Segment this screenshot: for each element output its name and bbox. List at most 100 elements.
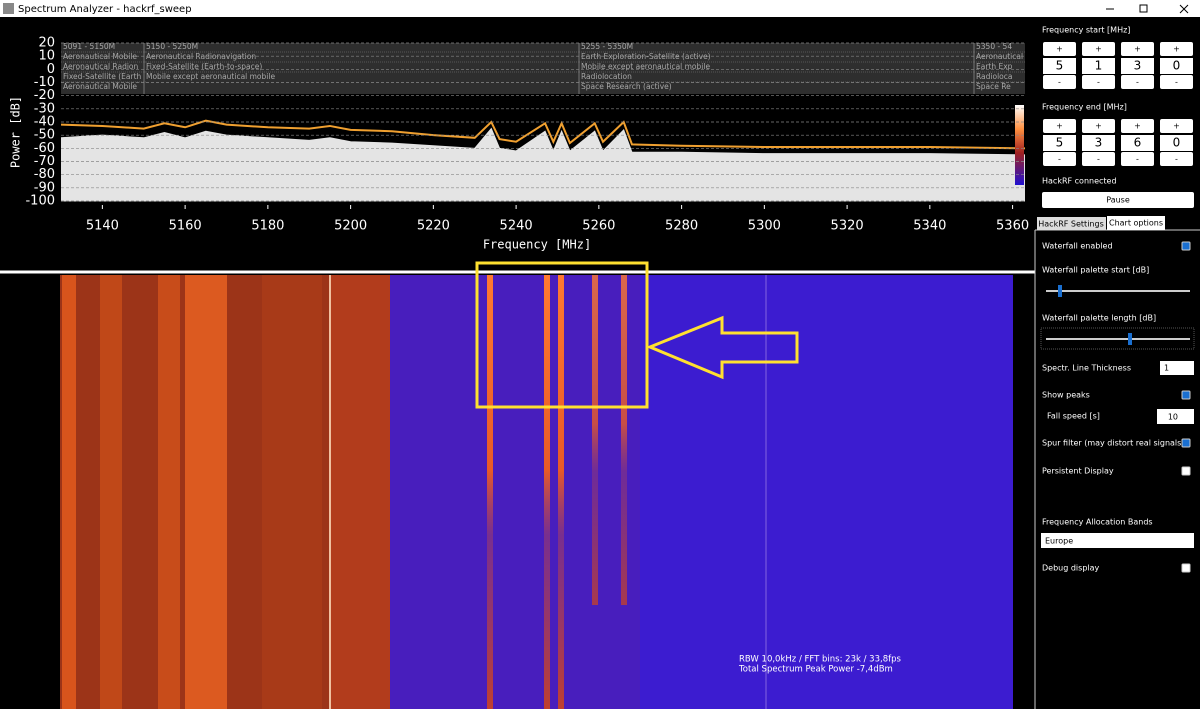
y-tick-label: -60 — [34, 141, 55, 156]
band-service: Fixed-Satellite (Earth-to-space) — [146, 62, 262, 71]
decrement-button[interactable] — [1043, 152, 1076, 166]
checkbox[interactable] — [1181, 241, 1191, 251]
y-tick-label: -10 — [34, 75, 55, 90]
band-service: Space Research (active) — [581, 82, 672, 91]
x-tick-label: 5140 — [86, 219, 119, 234]
decrement-button-label: - — [1097, 155, 1100, 164]
slider-thumb[interactable] — [1058, 285, 1062, 297]
increment-button-label: + — [1173, 45, 1180, 54]
increment-button-label: + — [1056, 122, 1063, 131]
band-range: 5091 - 5150M — [63, 42, 115, 51]
decrement-button[interactable] — [1160, 152, 1193, 166]
option-label: Spur filter (may distort real signals) — [1042, 439, 1184, 448]
digit: 0 — [1173, 136, 1181, 150]
x-tick-label: 5280 — [665, 219, 698, 234]
decrement-button-label: - — [1058, 155, 1061, 164]
increment-button[interactable] — [1160, 119, 1193, 133]
increment-button[interactable] — [1121, 119, 1154, 133]
digit-box — [1160, 58, 1193, 74]
digit: 5 — [1056, 136, 1064, 150]
tab-label: HackRF Settings — [1038, 220, 1103, 229]
x-tick-label: 5160 — [169, 219, 202, 234]
band-service: Aeronautical Mobile — [63, 82, 137, 91]
digit-box — [1043, 135, 1076, 151]
option-label: Persistent Display — [1042, 467, 1114, 476]
digit: 0 — [1173, 59, 1181, 73]
y-axis-label: Power [dB] — [9, 96, 23, 168]
dropdown[interactable] — [1041, 533, 1194, 548]
dropdown[interactable] — [1160, 361, 1194, 375]
decrement-button-label: - — [1058, 78, 1061, 87]
x-axis-label: Frequency [MHz] — [483, 238, 591, 252]
decrement-button[interactable] — [1121, 75, 1154, 89]
y-tick-label: -100 — [25, 194, 55, 209]
increment-button[interactable] — [1082, 42, 1115, 56]
decrement-button-label: - — [1175, 155, 1178, 164]
digit-box — [1082, 135, 1115, 151]
increment-button[interactable] — [1160, 42, 1193, 56]
arrow — [646, 315, 799, 380]
x-tick-label: 5320 — [831, 219, 864, 234]
digit-box — [1121, 135, 1154, 151]
spinner-value: 10 — [1168, 413, 1178, 422]
waterfall-info: Total Spectrum Peak Power -7,4dBm — [738, 665, 893, 675]
digit: 3 — [1134, 59, 1142, 73]
decrement-button-label: - — [1097, 78, 1100, 87]
band-service: Radiolocation — [581, 72, 632, 81]
waterfall-info: RBW 10,0kHz / FFT bins: 23k / 33,8fps — [739, 655, 901, 665]
tab[interactable] — [1037, 217, 1106, 230]
x-tick-label: 5240 — [500, 219, 533, 234]
checkbox[interactable] — [1181, 438, 1191, 448]
decrement-button[interactable] — [1082, 75, 1115, 89]
x-tick-label: 5200 — [334, 219, 367, 234]
decrement-button[interactable] — [1082, 152, 1115, 166]
tab-label: Chart options — [1109, 219, 1163, 228]
band-service: Mobile except aeronautical mobile — [581, 62, 710, 71]
increment-button[interactable] — [1082, 119, 1115, 133]
dropdown-value: Europe — [1045, 537, 1073, 546]
decrement-button[interactable] — [1121, 152, 1154, 166]
option-label: Show peaks — [1042, 391, 1090, 400]
increment-button-label: + — [1173, 122, 1180, 131]
dropdown-value: 1 — [1164, 364, 1169, 373]
digit: 5 — [1056, 59, 1064, 73]
increment-button[interactable] — [1043, 42, 1076, 56]
option-label: Fall speed [s] — [1047, 412, 1100, 421]
colorbar — [1015, 105, 1024, 185]
band-range: 5350 - 54 — [976, 42, 1012, 51]
slider-thumb[interactable] — [1128, 333, 1132, 345]
y-tick-label: -30 — [34, 101, 55, 116]
x-tick-label: 5300 — [748, 219, 781, 234]
decrement-button[interactable] — [1160, 75, 1193, 89]
band-service: Aeronautical Mobile — [63, 52, 137, 61]
digit: 3 — [1095, 136, 1103, 150]
increment-button[interactable] — [1121, 42, 1154, 56]
band-service: Earth Exploration-Satellite (active) — [581, 52, 711, 61]
checkbox[interactable] — [1181, 563, 1191, 573]
band-service: Aeronautical — [976, 52, 1023, 61]
y-tick-label: -90 — [34, 180, 55, 195]
y-tick-label: -80 — [34, 167, 55, 182]
increment-button[interactable] — [1043, 119, 1076, 133]
band-service: Mobile except aeronautical mobile — [146, 72, 275, 81]
digit-box — [1082, 58, 1115, 74]
app-icon — [3, 3, 14, 14]
highlight-box — [475, 261, 649, 409]
close-button[interactable] — [1179, 4, 1189, 14]
decrement-button-label: - — [1136, 78, 1139, 87]
band-service: Space Re — [976, 82, 1011, 91]
spinner[interactable] — [1157, 409, 1194, 424]
tab-active[interactable] — [1107, 216, 1165, 230]
option-label: Spectr. Line Thickness — [1042, 364, 1131, 373]
pause-button[interactable] — [1042, 192, 1194, 208]
band-range: 5150 - 5250M — [146, 42, 198, 51]
status-text: HackRF connected — [1042, 177, 1117, 186]
checkbox[interactable] — [1181, 466, 1191, 476]
maximize-button[interactable] — [1139, 4, 1148, 13]
digit: 6 — [1134, 136, 1142, 150]
decrement-button[interactable] — [1043, 75, 1076, 89]
field-label: Frequency end [MHz] — [1042, 103, 1127, 112]
checkbox[interactable] — [1181, 390, 1191, 400]
field-label: Frequency start [MHz] — [1042, 26, 1130, 35]
option-label: Waterfall enabled — [1042, 242, 1113, 251]
